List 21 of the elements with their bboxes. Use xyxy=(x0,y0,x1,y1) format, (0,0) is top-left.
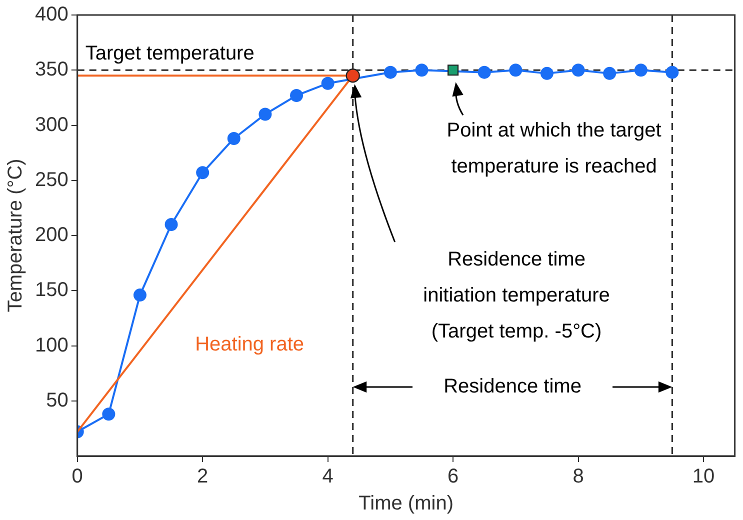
y-tick-label: 350 xyxy=(34,58,68,81)
annotation: Point at which the target temperature is reached xyxy=(446,120,662,178)
y-tick-label: 400 xyxy=(34,4,68,26)
annotation: Residence time xyxy=(444,376,582,398)
y-tick-label: 150 xyxy=(34,279,68,302)
x-tick-label: 0 xyxy=(72,466,83,488)
y-tick-label: 50 xyxy=(46,389,68,412)
ref-line-label: Target temperature xyxy=(85,42,254,65)
x-tick-label: 10 xyxy=(692,466,715,488)
y-tick-label: 200 xyxy=(34,224,68,246)
annotation: Residence time initiation temperature (Target temp. -5°C) xyxy=(423,248,610,343)
x-tick-label: 8 xyxy=(572,466,584,488)
x-tick-label: 6 xyxy=(447,466,459,488)
y-tick-label: 300 xyxy=(34,114,68,136)
y-tick-label: 250 xyxy=(34,168,68,191)
y-axis-title: Temperature (°C) xyxy=(4,158,27,312)
x-axis-title: Time (min) xyxy=(358,492,454,515)
annotation: Heating rate xyxy=(195,334,304,356)
x-tick-label: 4 xyxy=(322,466,334,488)
y-tick-label: 100 xyxy=(34,334,68,356)
x-tick-label: 2 xyxy=(197,466,208,488)
